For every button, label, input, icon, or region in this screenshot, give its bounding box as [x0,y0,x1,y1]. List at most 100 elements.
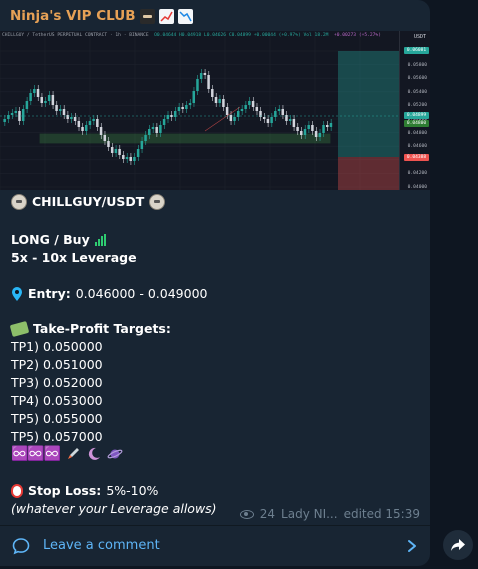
price-tick: 0.04600 [407,144,427,150]
tp-item: TP3) 0.052000 [11,375,103,390]
candle-body [248,101,251,105]
chart-image[interactable]: CHILLGUY / TetherUS PERPETUAL CONTRACT ·… [0,31,430,190]
rocket-icon [68,448,80,459]
chart-ohlc-label: O0.04644 H0.04918 L0.04626 C0.04899 +0.0… [154,33,329,38]
candle-body [18,111,21,121]
infinity-icons: ♾️♾️♾️ [11,446,61,462]
candle-body [155,127,158,133]
candle-body [262,117,266,119]
candle-body [207,75,210,89]
price-tick: 0.04200 [407,171,427,177]
candle-body [240,109,244,111]
candle-body [148,129,151,135]
price-tick: 0.04000 [407,185,427,190]
candle-body [66,115,69,119]
price-tick: 0.05800 [407,62,427,68]
chevron-right-icon[interactable] [407,539,417,553]
candle-body [233,117,236,121]
pair-row: CHILLGUY/USDT [11,193,166,211]
tp-item: TP4) 0.053000 [11,393,103,408]
candle-body [133,157,136,161]
candle-body [40,97,43,103]
leave-comment-label[interactable]: Leave a comment [43,538,160,553]
candle-body [44,101,47,103]
candle-body [288,119,292,121]
author-signature: Lady NI... [281,507,338,521]
candle-body [73,117,77,121]
candle-body [7,115,10,119]
candle-body [259,111,262,117]
candle-body [181,107,184,109]
candle-body [51,95,55,105]
channel-title[interactable]: Ninja's VIP CLUB [10,8,193,24]
candle-body [196,79,199,91]
candle-body [33,89,36,93]
direction-row: LONG / Buy [11,231,106,249]
candle-body [281,109,284,115]
direction-label: LONG / Buy [11,232,90,247]
location-pin-icon [11,286,23,302]
candle-body [140,141,144,149]
candle-body [199,73,203,79]
price-tick: 0.05200 [407,103,427,109]
candle-body [270,117,273,123]
candle-body [285,115,288,121]
chart-symbol-label: CHILLGUY / TetherUS PERPETUAL CONTRACT ·… [2,33,149,38]
eye-icon [239,509,254,519]
support-zone [39,133,331,144]
candle-body [255,107,259,111]
candle-body [129,157,132,161]
trend-line [204,106,241,132]
channel-name[interactable]: Ninja's VIP CLUB [10,8,136,24]
candle-body [218,99,221,103]
candle-body [303,129,307,135]
candle-body [25,101,29,109]
price-tick: 0.04800 [407,130,427,136]
tp-item: TP2) 0.051000 [11,357,103,372]
candle-body [84,125,88,131]
candle-body [314,131,318,137]
edited-time: edited 15:39 [343,507,420,521]
candle-body [21,109,25,121]
leverage-row: 5x - 10x Leverage [11,249,137,267]
signal-bars-icon [94,234,106,246]
currency-label: USDT [413,34,426,40]
tp-item: TP5) 0.057000 [11,429,103,444]
chart-increasing-icon [158,8,174,24]
chart-decreasing-icon [177,8,193,24]
entry-value: 0.046000 - 0.049000 [75,286,208,301]
candle-body [114,149,118,153]
candle-body [236,111,240,117]
candle-body [3,119,6,122]
candle-body [36,89,40,97]
leave-comment-button[interactable]: Leave a comment [0,526,430,566]
candle-body [136,149,140,157]
candle-body [81,127,84,131]
candle-body [214,97,218,103]
stop-marker-icon [11,484,23,498]
view-count: 24 [259,507,276,521]
candle-body [229,115,233,121]
candle-body [144,135,147,141]
candle-body [192,91,196,103]
candle-body [59,109,62,111]
pair-label: CHILLGUY/USDT [32,194,145,209]
current-price-tag: 0.04899 [404,112,429,119]
emoji-row: ♾️♾️♾️ [11,445,123,463]
tp-header-row: Take-Profit Targets: [9,320,171,338]
share-button[interactable] [443,530,473,560]
divider [0,525,430,526]
candle-body [244,105,247,109]
candle-body [266,119,270,123]
candle-body [122,155,125,159]
candle-body [307,125,310,129]
candle-body [188,103,192,105]
ninja-icon [139,8,155,24]
entry-row: Entry: 0.046000 - 0.049000 [11,285,207,303]
candle-body [211,89,214,97]
candle-body [173,111,177,117]
take-profit-zone [338,51,400,157]
candle-body [274,111,277,117]
candlestick-chart [0,31,400,190]
candle-body [118,149,121,155]
